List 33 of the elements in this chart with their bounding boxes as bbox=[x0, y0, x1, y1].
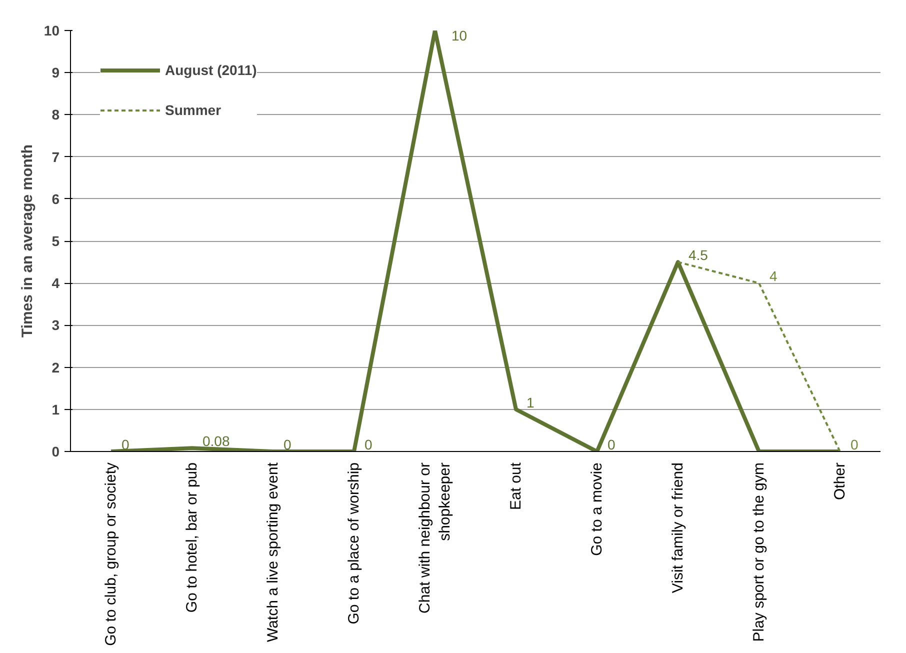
data-label: 0 bbox=[850, 436, 858, 452]
x-tick-label: Go to club, group or society bbox=[102, 462, 120, 646]
x-tick-label: Chat with neighbour or shopkeeper bbox=[416, 462, 454, 614]
x-tick-label: Visit family or friend bbox=[670, 462, 686, 594]
x-tick-label: Go to hotel, bar or pub bbox=[184, 462, 200, 613]
x-tick-label: Go to a movie bbox=[588, 462, 606, 556]
y-axis-title: Times in an average month bbox=[18, 144, 36, 338]
data-label: 0 bbox=[607, 436, 616, 452]
y-tick-label: 1 bbox=[52, 401, 60, 418]
y-tick-label: 8 bbox=[52, 106, 60, 123]
x-tick-label: Play sport or go to the gym bbox=[750, 462, 768, 642]
data-label: 0.08 bbox=[202, 433, 230, 450]
data-label: 0 bbox=[283, 436, 292, 452]
data-label: 4 bbox=[769, 268, 778, 284]
x-tick-label: Eat out bbox=[508, 462, 524, 510]
y-tick-label: 6 bbox=[52, 190, 60, 207]
data-label: 0 bbox=[364, 436, 372, 452]
y-tick-label: 9 bbox=[52, 64, 60, 81]
y-tick-label: 2 bbox=[52, 359, 60, 376]
y-tick-label: 4 bbox=[52, 275, 60, 292]
y-tick-label: 3 bbox=[52, 317, 60, 334]
legend-label: August (2011) bbox=[165, 62, 257, 78]
x-tick-label: Other bbox=[832, 462, 848, 500]
data-label: 10 bbox=[451, 28, 468, 44]
legend-label: Summer bbox=[165, 102, 222, 118]
data-label: 1 bbox=[526, 394, 534, 410]
y-tick-label: 0 bbox=[52, 444, 60, 460]
y-tick-label: 10 bbox=[44, 22, 60, 38]
data-label: 4.5 bbox=[688, 247, 708, 264]
y-tick-label: 7 bbox=[52, 148, 60, 165]
y-tick-label: 5 bbox=[52, 233, 60, 249]
x-tick-label: Watch a live sporting event bbox=[264, 462, 282, 642]
x-tick-label: Go to a place of worship bbox=[346, 462, 362, 624]
